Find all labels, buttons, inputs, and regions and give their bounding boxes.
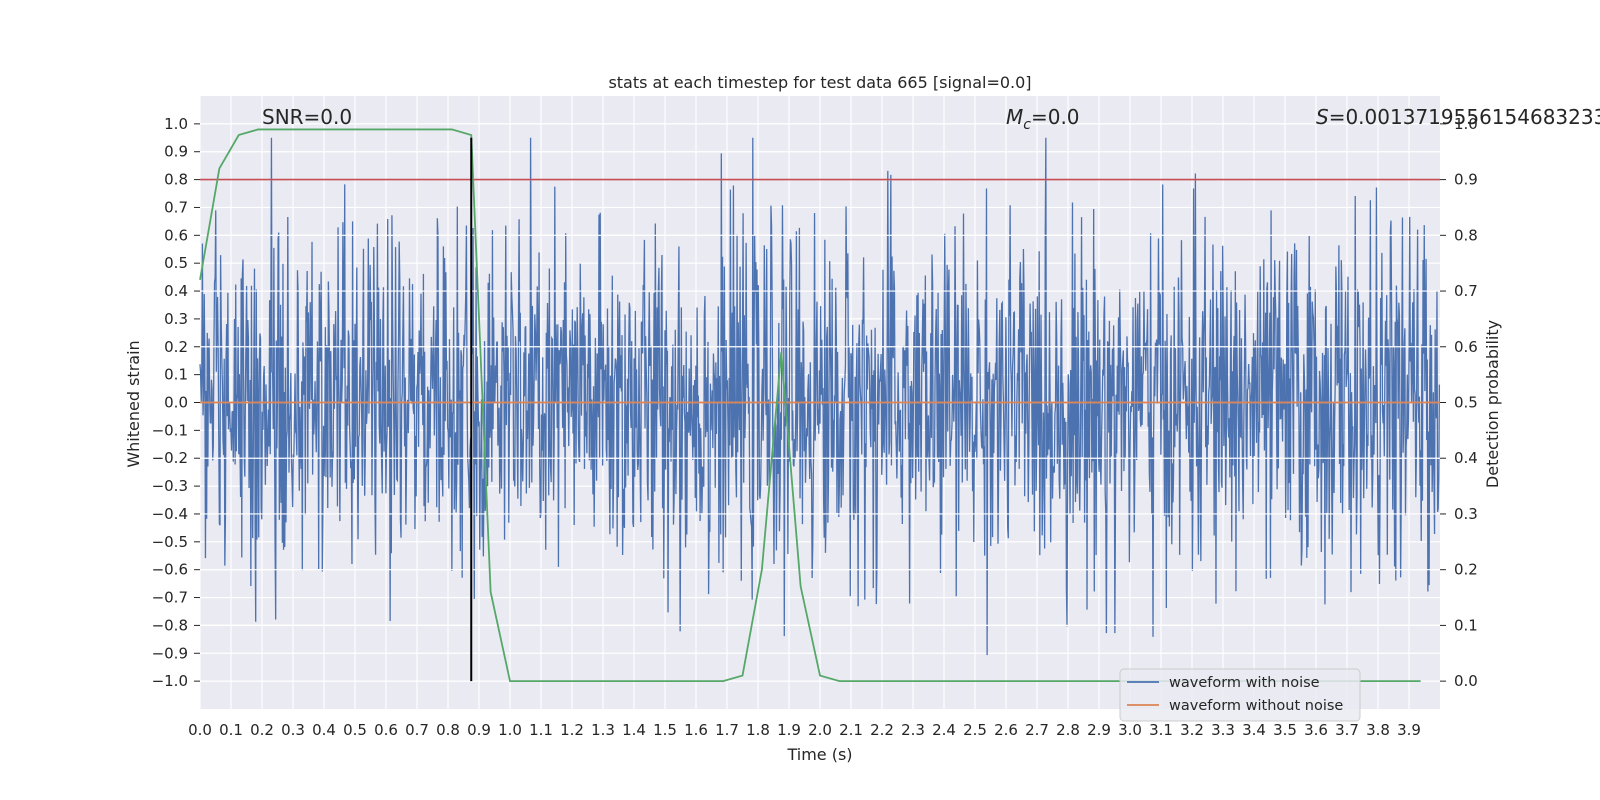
y-tick-label: 0.5 [164, 254, 188, 272]
legend-label-noise: waveform with noise [1169, 675, 1320, 691]
x-tick-label: 1.0 [498, 721, 522, 739]
y-tick-label: −0.4 [152, 505, 188, 523]
y-tick-label: −0.1 [152, 421, 188, 439]
chirp-mass-annotation: Mc=0.0 [1006, 105, 1080, 133]
noise-trace [199, 137, 1441, 656]
x-tick-label: 1.3 [591, 721, 615, 739]
x-tick-label: 1.4 [622, 721, 646, 739]
y-axis-label: Whitened strain [124, 340, 143, 467]
x-tick-label: 0.8 [436, 721, 460, 739]
y2-tick-label: 0.9 [1454, 171, 1478, 189]
y-tick-label: −0.8 [152, 616, 188, 634]
y2-tick-label: 0.2 [1454, 561, 1478, 579]
legend-label-clean: waveform without noise [1169, 698, 1343, 714]
x-axis-ticks: 0.0 0.1 0.2 0.3 0.4 0.5 0.6 0.7 0.8 0.9 1.0 1.1 1.2 1… [188, 721, 1421, 739]
legend: waveform with noise waveform without noi… [1119, 668, 1361, 722]
y-tick-label: 0.6 [164, 226, 188, 244]
x-tick-label: 0.5 [343, 721, 367, 739]
y2-tick-label: 0.4 [1454, 449, 1478, 467]
y-tick-label: −0.9 [152, 644, 188, 662]
y-tick-label: 0.1 [164, 366, 188, 384]
series-waveform-with-noise [199, 137, 1441, 656]
x-tick-label: 0.3 [281, 721, 305, 739]
mc-value: =0.0 [1031, 105, 1080, 129]
y-tick-label: −0.6 [152, 561, 188, 579]
x-tick-label: 1.7 [715, 721, 739, 739]
x-tick-label: 0.0 [188, 721, 212, 739]
x-tick-label: 3.9 [1397, 721, 1421, 739]
y-tick-label: 0.4 [164, 282, 188, 300]
y2-axis-label: Detection probability [1483, 320, 1502, 488]
x-tick-label: 3.8 [1366, 721, 1390, 739]
y2-tick-label: 0.5 [1454, 394, 1478, 412]
x-tick-label: 0.7 [405, 721, 429, 739]
y-tick-label: −1.0 [152, 672, 188, 690]
x-tick-label: 3.5 [1273, 721, 1297, 739]
y-tick-label: 0.2 [164, 338, 188, 356]
y-tick-label: −0.5 [152, 533, 188, 551]
s-annotation: S=0.0013719556154683233 [1316, 105, 1600, 129]
x-tick-label: 3.2 [1180, 721, 1204, 739]
y2-tick-label: 0.8 [1454, 226, 1478, 244]
y-tick-label: 0.3 [164, 310, 188, 328]
y-tick-label: 1.0 [164, 115, 188, 133]
x-tick-label: 2.5 [963, 721, 987, 739]
x-tick-label: 2.4 [932, 721, 956, 739]
y2-tick-label: 0.6 [1454, 338, 1478, 356]
x-tick-label: 2.3 [901, 721, 925, 739]
x-tick-label: 3.7 [1335, 721, 1359, 739]
mc-symbol: M [1006, 105, 1023, 129]
x-tick-label: 0.1 [219, 721, 243, 739]
x-tick-label: 1.9 [777, 721, 801, 739]
x-tick-label: 3.0 [1118, 721, 1142, 739]
chart-title: stats at each timestep for test data 665… [608, 73, 1031, 92]
y-tick-label: 0.9 [164, 143, 188, 161]
y2-tick-label: 0.3 [1454, 505, 1478, 523]
y-tick-label: 0.7 [164, 198, 188, 216]
x-tick-label: 0.9 [467, 721, 491, 739]
x-tick-label: 3.6 [1304, 721, 1328, 739]
x-tick-label: 2.2 [870, 721, 894, 739]
y-tick-label: −0.3 [152, 477, 188, 495]
y2-tick-label: 0.7 [1454, 282, 1478, 300]
x-tick-label: 1.5 [653, 721, 677, 739]
y2-tick-label: 1.0 [1454, 115, 1478, 133]
y2-tick-label: 0.1 [1454, 616, 1478, 634]
x-tick-label: 1.2 [560, 721, 584, 739]
y-tick-label: 0.0 [164, 394, 188, 412]
x-tick-label: 2.1 [839, 721, 863, 739]
y2-axis-ticks: 1.0 0.9 0.8 0.7 0.6 0.5 0.4 0.3 0.2 0.1 0.0 [1440, 115, 1478, 690]
y-tick-label: 0.8 [164, 171, 188, 189]
y-tick-label: −0.7 [152, 589, 188, 607]
s-value: =0.0013719556154683233 [1329, 105, 1600, 129]
x-tick-label: 3.3 [1211, 721, 1235, 739]
mc-subscript: c [1023, 117, 1031, 133]
legend-box [1119, 668, 1361, 722]
y2-tick-label: 0.0 [1454, 672, 1478, 690]
x-tick-label: 0.4 [312, 721, 336, 739]
s-symbol: S [1316, 105, 1329, 129]
x-tick-label: 2.6 [994, 721, 1018, 739]
x-tick-label: 0.2 [250, 721, 274, 739]
x-tick-label: 1.6 [684, 721, 708, 739]
x-axis-label: Time (s) [786, 745, 852, 764]
x-tick-label: 1.8 [746, 721, 770, 739]
x-tick-label: 2.8 [1056, 721, 1080, 739]
x-tick-label: 2.0 [808, 721, 832, 739]
snr-annotation: SNR=0.0 [262, 105, 352, 129]
y-axis-ticks: 1.0 0.9 0.8 0.7 0.6 0.5 0.4 0.3 0.2 0.1 0.0 −0.1 −0.… [152, 115, 200, 690]
x-tick-label: 0.6 [374, 721, 398, 739]
x-tick-label: 2.9 [1087, 721, 1111, 739]
x-tick-label: 3.4 [1242, 721, 1266, 739]
y-tick-label: −0.2 [152, 449, 188, 467]
x-tick-label: 1.1 [529, 721, 553, 739]
x-tick-label: 2.7 [1025, 721, 1049, 739]
x-tick-label: 3.1 [1149, 721, 1173, 739]
